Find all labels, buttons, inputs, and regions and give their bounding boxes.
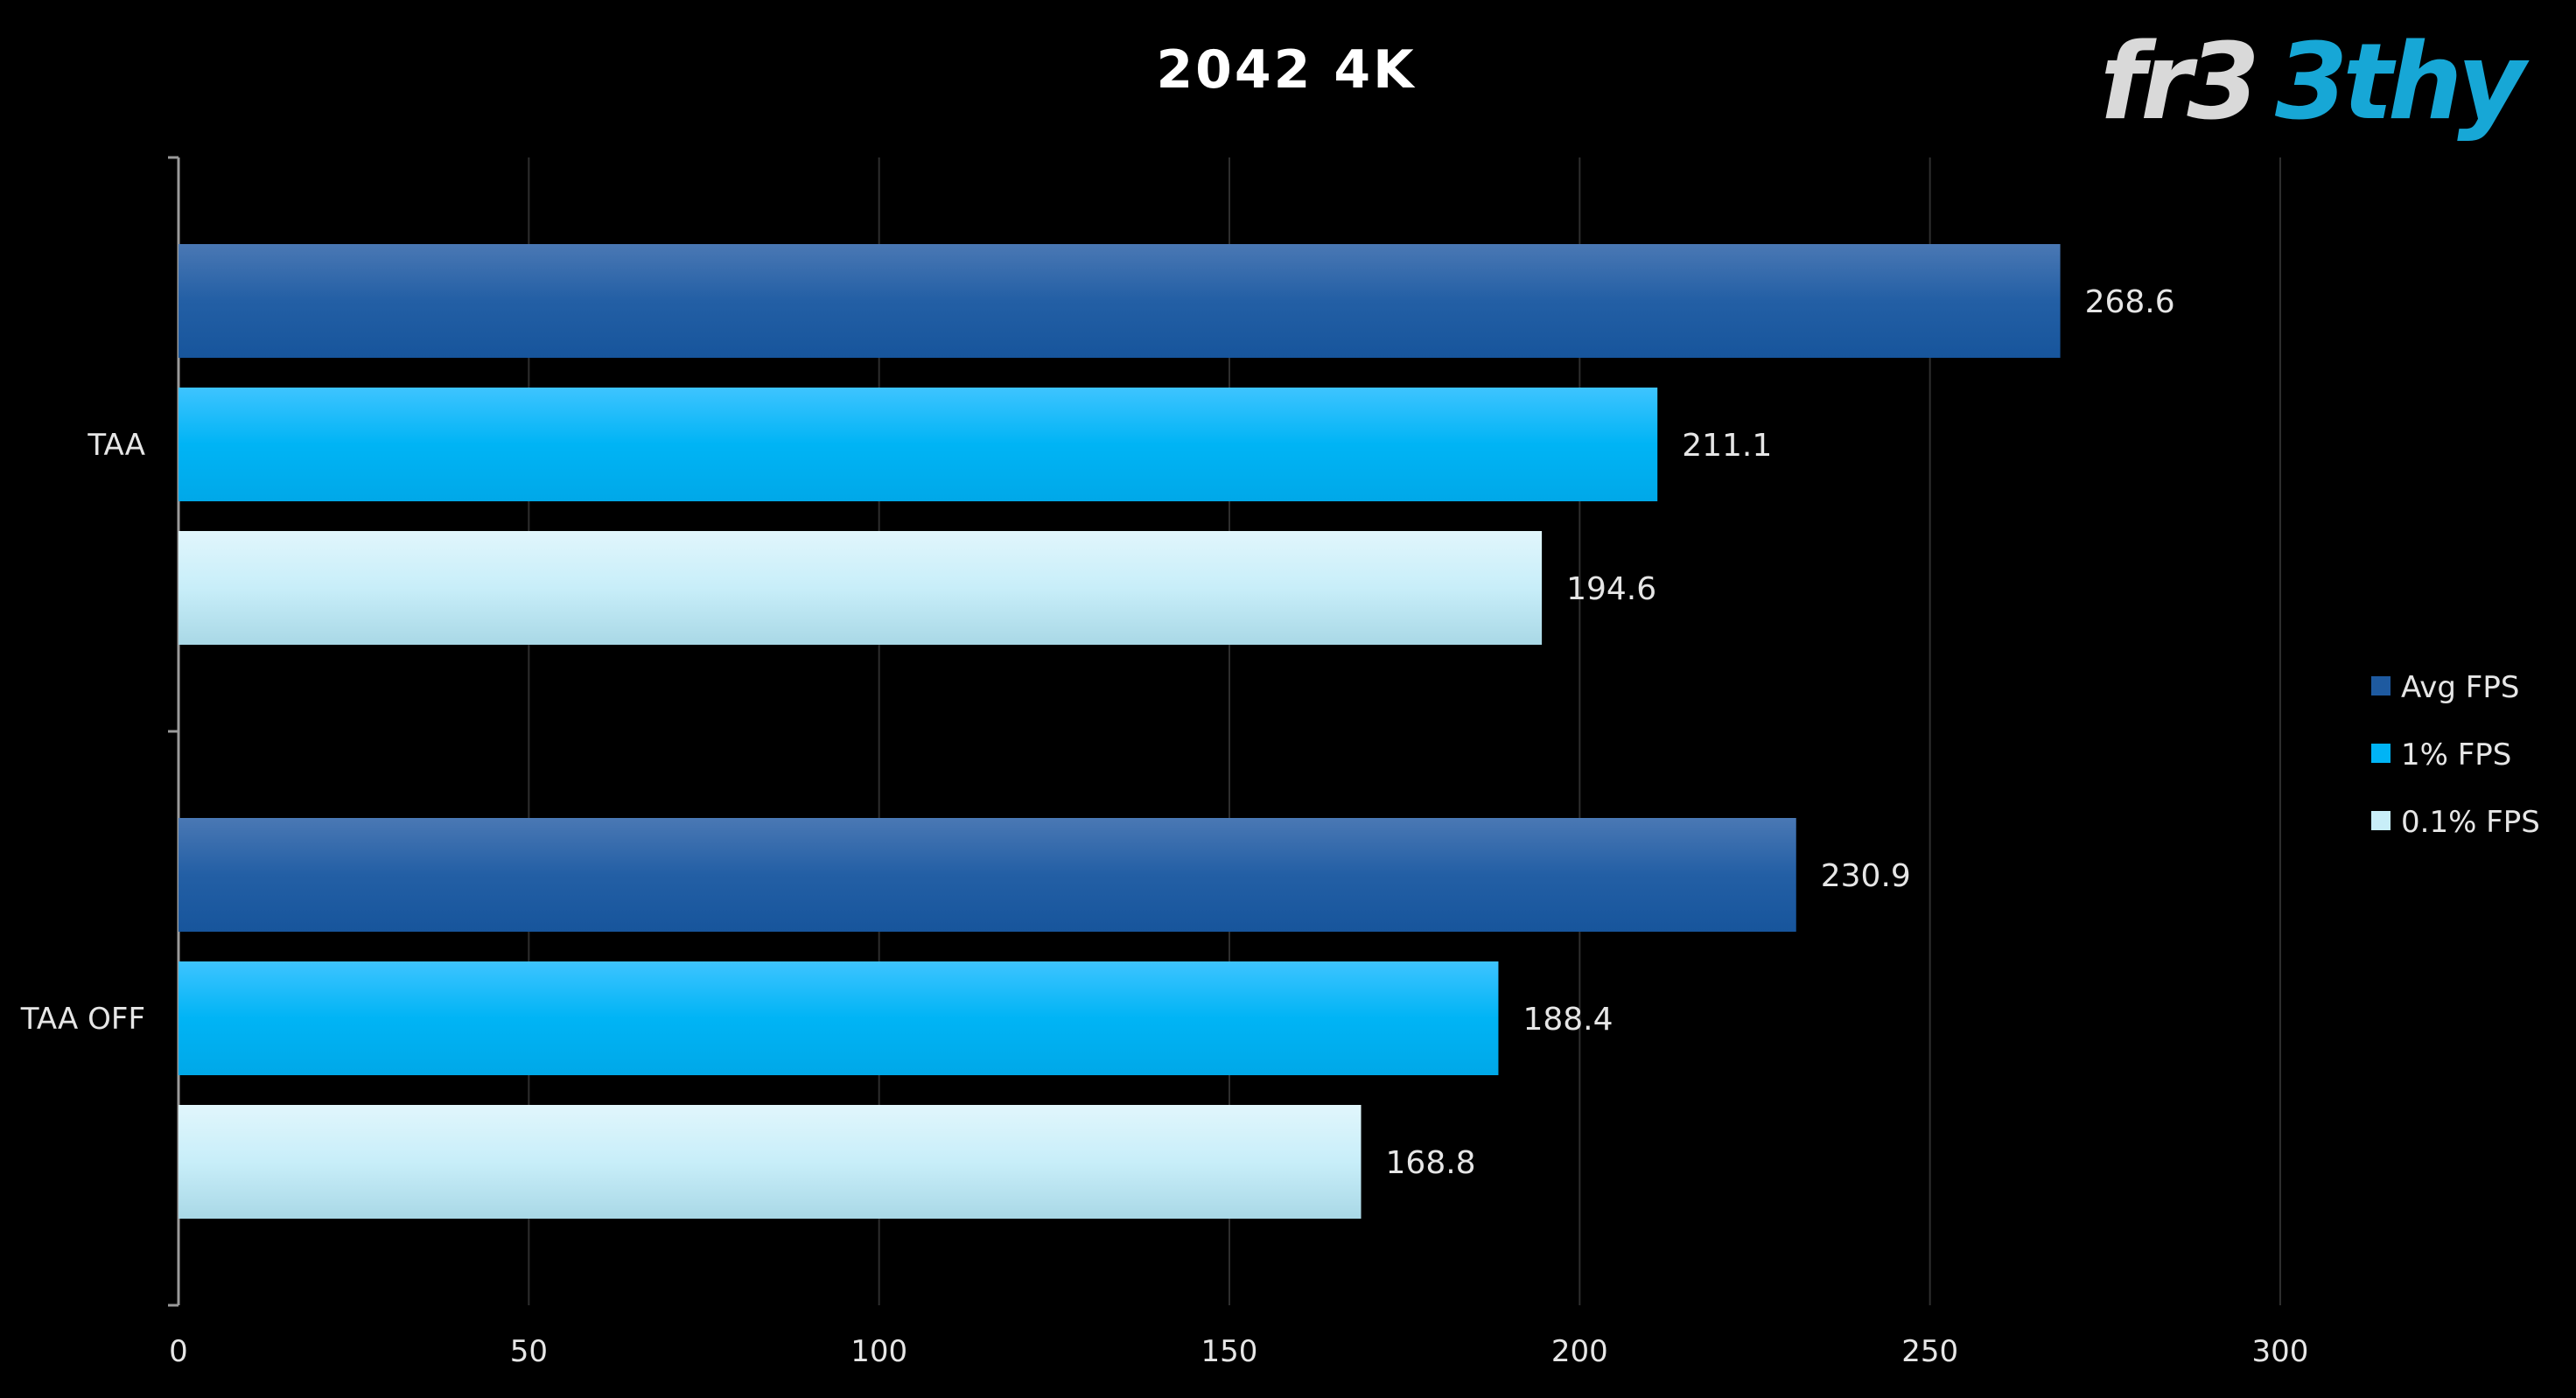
legend-entry: Avg FPS (2401, 670, 2519, 705)
data-label: 211.1 (1682, 428, 1772, 464)
data-label: 194.6 (1566, 571, 1656, 607)
data-label: 168.8 (1386, 1145, 1476, 1181)
data-label: 230.9 (1821, 858, 1911, 894)
bar (178, 961, 1499, 1075)
data-labels: 268.6 211.1 194.6 230.9 188.4 168.8 (1386, 284, 2175, 1181)
bar (178, 531, 1543, 645)
chart-title: 2042 4K (1156, 39, 1416, 101)
data-label: 268.6 (2085, 284, 2175, 320)
svg-text:3thy: 3thy (2275, 22, 2530, 143)
data-label: 188.4 (1522, 1002, 1613, 1038)
x-tick-label: 200 (1551, 1334, 1608, 1369)
legend-swatch (2371, 676, 2390, 696)
legend-entry: 0.1% FPS (2401, 805, 2540, 840)
svg-text:fr3: fr3 (2100, 22, 2255, 143)
x-tick-label: 150 (1201, 1334, 1258, 1369)
brand-logo: fr3 3thy (2100, 22, 2535, 143)
x-tick-label: 0 (169, 1334, 188, 1369)
x-tick-label: 250 (1901, 1334, 1958, 1369)
x-tick-label: 50 (510, 1334, 548, 1369)
legend-swatch (2371, 811, 2390, 830)
legend-entry: 1% FPS (2401, 737, 2511, 772)
bar (178, 1105, 1362, 1219)
bar (178, 388, 1658, 501)
bars (178, 244, 2061, 1219)
bar (178, 818, 1796, 932)
category-axis (168, 156, 180, 1307)
legend: Avg FPS 1% FPS 0.1% FPS (2371, 670, 2540, 840)
x-tick-label: 100 (850, 1334, 907, 1369)
bar (178, 244, 2061, 358)
category-label: TAA (87, 428, 145, 463)
x-tick-label: 300 (2252, 1334, 2309, 1369)
category-label: TAA OFF (20, 1002, 145, 1037)
x-axis-ticks: 0 50 100 150 200 250 300 (169, 1334, 2308, 1369)
category-labels: TAA TAA OFF (20, 428, 145, 1037)
legend-swatch (2371, 744, 2390, 763)
